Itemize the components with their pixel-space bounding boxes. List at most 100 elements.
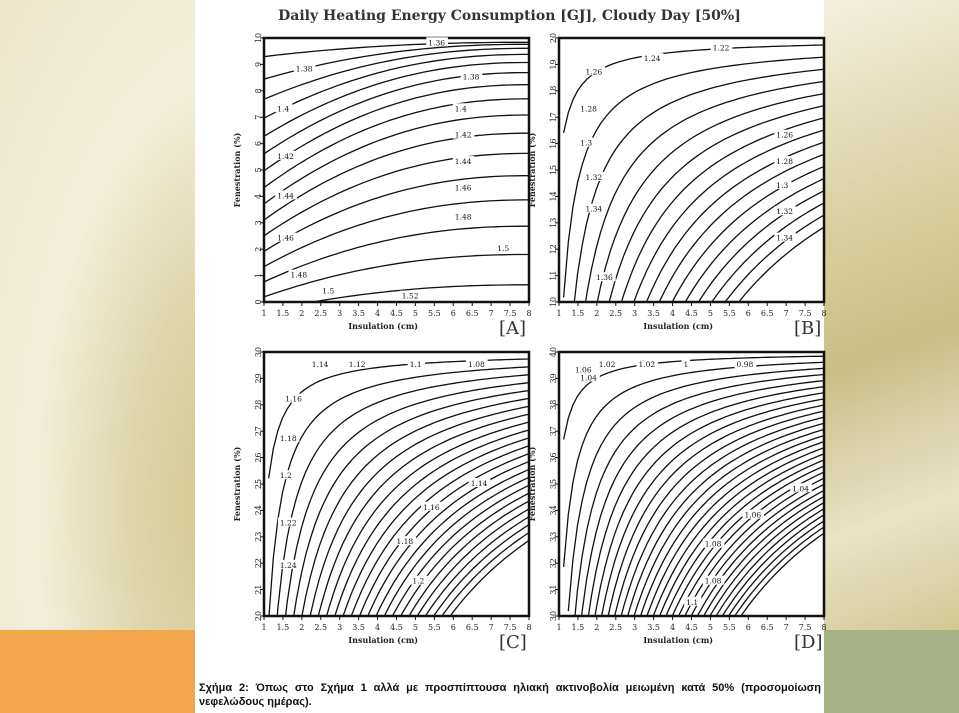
contour-label: 1.16 <box>285 395 302 404</box>
contour-line <box>684 177 824 302</box>
contour-line <box>587 386 824 616</box>
contour-label: 1.24 <box>280 561 297 570</box>
contour-line <box>358 452 529 616</box>
x-tick-label: 7.5 <box>504 623 517 632</box>
x-tick-label: 6.5 <box>466 309 479 318</box>
x-tick-label: 6.5 <box>761 309 774 318</box>
contour-label: 1.1 <box>410 360 422 369</box>
y-tick-label: 35 <box>549 479 558 489</box>
y-tick-label: 25 <box>254 479 263 489</box>
contour-line <box>424 516 529 616</box>
contour-label-bg <box>468 478 491 487</box>
contour-line <box>264 47 529 100</box>
contour-label-bg <box>572 364 595 374</box>
contour-label: 1.46 <box>277 234 294 243</box>
contour-line <box>264 71 529 155</box>
contour-line <box>264 225 529 283</box>
contour-label-bg <box>710 42 733 52</box>
y-tick-label: 31 <box>549 585 558 595</box>
contour-label: 1.38 <box>463 73 480 82</box>
contour-label-bg <box>277 517 300 527</box>
y-axis-label: Fenestration (%) <box>527 446 537 521</box>
contour-label: 1.36 <box>596 273 613 282</box>
contour-label: 1.22 <box>713 44 730 53</box>
y-axis-label: Fenestration (%) <box>232 446 242 521</box>
contour-line <box>607 404 824 616</box>
x-tick-label: 3 <box>337 309 342 318</box>
contour-panel-b: 1.22 1.24 1.26 1.26 1.28 1.28 1.3 1.3 1.32 1.32 1.… <box>525 33 827 348</box>
contour-line <box>264 175 529 252</box>
contour-label: 1.34 <box>776 234 793 243</box>
contour-label-bg <box>742 509 765 519</box>
x-tick-label: 5 <box>708 309 713 318</box>
contour-line <box>567 367 824 612</box>
contour-line <box>264 253 529 298</box>
x-tick-label: 2.5 <box>609 623 622 632</box>
contour-label: 1.3 <box>580 139 592 148</box>
y-tick-label: 8 <box>254 88 263 93</box>
y-axis-label: Fenestration (%) <box>527 132 537 207</box>
contour-label: 1.32 <box>776 207 793 216</box>
y-tick-label: 12 <box>549 244 558 254</box>
contour-line <box>737 226 824 302</box>
contour-label-bg <box>641 53 664 63</box>
contour-label-bg <box>410 575 428 585</box>
contour-line <box>309 284 529 302</box>
plot-frame <box>557 36 826 304</box>
x-tick-label: 3.5 <box>352 623 365 632</box>
x-tick-label: 6 <box>746 623 751 632</box>
contour-label-bg <box>578 103 600 113</box>
x-tick-label: 7 <box>489 623 494 632</box>
y-tick-label: 39 <box>549 373 558 383</box>
contour-line <box>633 428 824 616</box>
y-tick-label: 20 <box>549 33 558 43</box>
contour-label-bg <box>774 179 792 189</box>
contour-line <box>267 358 529 479</box>
contour-label-bg <box>293 63 316 73</box>
contour-label-bg <box>399 290 422 300</box>
contour-line <box>264 114 529 205</box>
y-tick-label: 33 <box>549 532 558 542</box>
contour-line <box>733 526 824 616</box>
contour-line <box>383 476 529 616</box>
x-tick-label: 5.5 <box>428 309 441 318</box>
contour-label-bg <box>452 129 475 139</box>
x-tick-label: 5.5 <box>723 309 736 318</box>
contour-line <box>709 501 824 616</box>
x-tick-label: 6 <box>451 623 456 632</box>
y-tick-label: 10 <box>549 297 558 307</box>
contour-label-bg <box>636 359 659 369</box>
x-tick-label: 1.5 <box>572 309 585 318</box>
contour-label-bg <box>596 359 619 369</box>
x-tick-label: 2 <box>594 309 599 318</box>
y-tick-label: 5 <box>254 167 263 172</box>
x-tick-label: 4.5 <box>390 623 403 632</box>
y-tick-label: 14 <box>549 191 558 201</box>
x-axis-label: Insulation (cm) <box>348 635 418 645</box>
x-tick-label: 8 <box>526 623 531 632</box>
contour-label-bg <box>452 103 470 113</box>
contour-label: 1.08 <box>705 577 722 586</box>
x-tick-label: 6 <box>451 309 456 318</box>
contour-label-bg <box>790 483 812 493</box>
contour-line <box>264 84 529 172</box>
x-tick-label: 1 <box>261 309 266 318</box>
contour-line <box>652 447 824 616</box>
contour-line <box>727 520 824 616</box>
y-tick-label: 3 <box>254 220 263 225</box>
contour-label: 1.4 <box>277 104 289 113</box>
x-tick-label: 5 <box>413 309 418 318</box>
contour-label: 1.18 <box>280 434 297 443</box>
contour-label-bg <box>774 129 796 139</box>
contour-line <box>317 413 529 616</box>
contour-label: 1.06 <box>745 511 762 520</box>
y-tick-label: 26 <box>254 453 263 463</box>
y-tick-label: 13 <box>549 218 558 228</box>
x-axis-label: Insulation (cm) <box>348 321 418 331</box>
x-tick-label: 3 <box>337 623 342 632</box>
x-tick-label: 8 <box>526 309 531 318</box>
x-tick-label: 2 <box>299 309 304 318</box>
contour-line <box>715 507 824 616</box>
contour-line <box>293 389 529 616</box>
contour-line <box>608 105 824 302</box>
